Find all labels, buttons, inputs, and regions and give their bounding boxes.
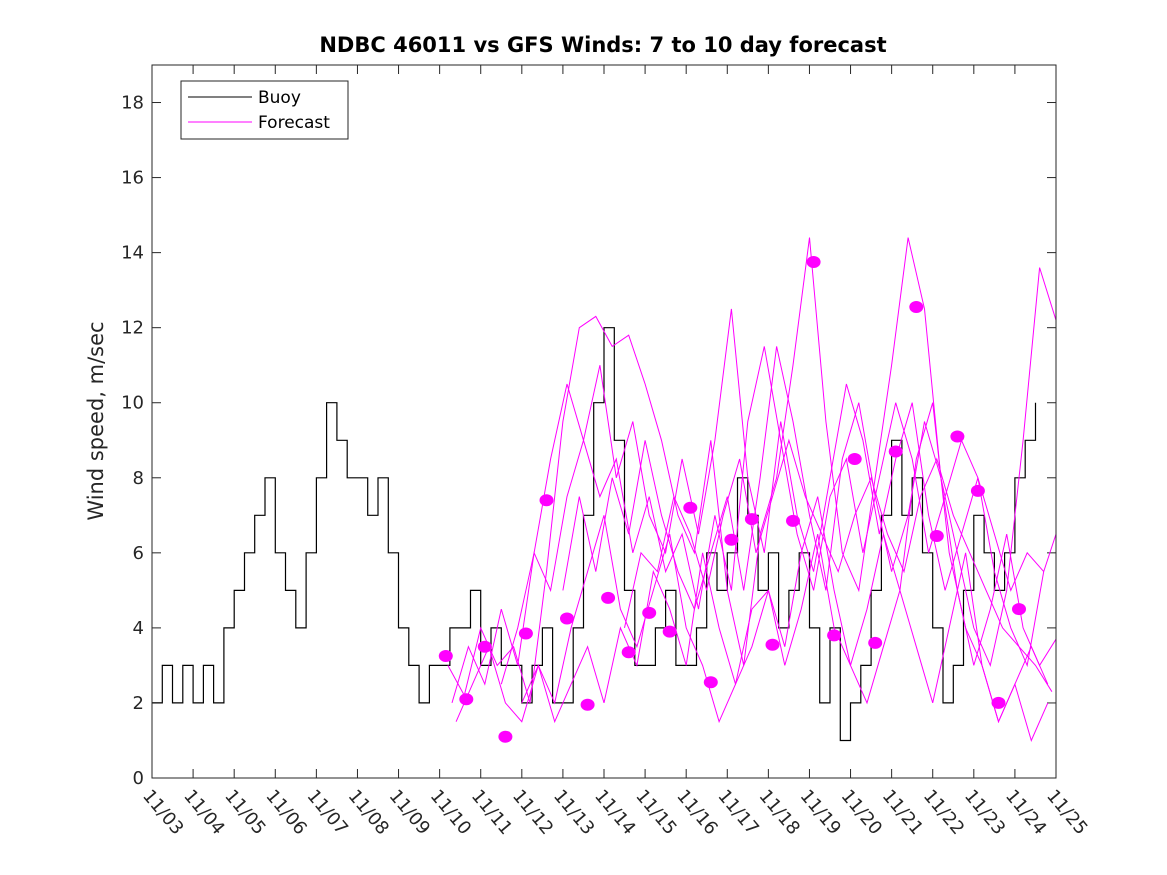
buoy-series [152, 327, 1037, 742]
y-tick-labels: 0 2 4 6 8 10 12 14 16 18 [121, 93, 144, 789]
chart-title: NDBC 46011 vs GFS Winds: 7 to 10 day for… [319, 33, 886, 57]
forecast-series-dots [438, 256, 1026, 743]
legend-forecast-label: Forecast [258, 113, 330, 133]
forecast-point-25 [929, 530, 944, 542]
y-tick-label: 8 [133, 468, 144, 489]
y-tick-label: 0 [133, 768, 144, 789]
plot-frame [151, 64, 1057, 779]
forecast-point-13 [683, 501, 698, 514]
forecast-point-12 [662, 625, 677, 638]
forecast-line-6 [562, 346, 1056, 667]
forecast-point-29 [1012, 603, 1026, 616]
forecast-point-17 [765, 638, 780, 651]
y-tick-label: 10 [121, 393, 144, 414]
forecast-point-14 [703, 676, 718, 689]
forecast-line-1 [447, 237, 1056, 704]
forecast-point-27 [970, 484, 985, 497]
y-tick-label: 14 [121, 243, 144, 264]
forecast-point-24 [909, 301, 924, 313]
forecast-point-16 [744, 513, 759, 526]
forecast-point-4 [498, 730, 513, 743]
forecast-point-26 [950, 430, 965, 443]
forecast-point-7 [560, 612, 574, 625]
y-tick-label: 4 [133, 618, 144, 639]
forecast-point-19 [806, 256, 821, 268]
y-tick-label: 6 [133, 543, 144, 564]
y-tick-label: 2 [133, 693, 144, 714]
forecast-point-8 [580, 698, 595, 711]
forecast-point-10 [621, 646, 636, 659]
buoy-line [152, 327, 1037, 742]
forecast-line-3 [455, 496, 1049, 742]
y-axis-label: Wind speed, m/sec [84, 321, 108, 520]
forecast-point-21 [847, 453, 862, 465]
forecast-point-3 [477, 640, 492, 653]
forecast-point-2 [459, 693, 474, 706]
legend-box [180, 80, 349, 140]
forecast-line-2 [451, 346, 1045, 704]
forecast-point-11 [642, 606, 657, 619]
forecast-point-6 [539, 494, 554, 507]
forecast-line-4 [500, 308, 1056, 685]
legend: Buoy Forecast [180, 80, 349, 140]
forecast-point-23 [888, 445, 903, 458]
forecast-point-15 [724, 533, 739, 546]
forecast-point-1 [438, 650, 453, 662]
y-tick-label: 18 [121, 93, 144, 114]
plot-area [152, 65, 1056, 778]
forecast-point-18 [786, 514, 800, 527]
forecast-series-lines [447, 237, 1056, 742]
y-tick-label: 12 [121, 318, 144, 339]
forecast-point-9 [601, 591, 616, 604]
forecast-point-22 [868, 636, 883, 649]
legend-buoy-label: Buoy [258, 88, 301, 108]
forecast-point-28 [991, 696, 1006, 709]
forecast-line-7 [624, 438, 1053, 692]
y-tick-label: 16 [121, 168, 144, 189]
forecast-point-5 [518, 627, 533, 640]
forecast-point-20 [827, 629, 842, 642]
